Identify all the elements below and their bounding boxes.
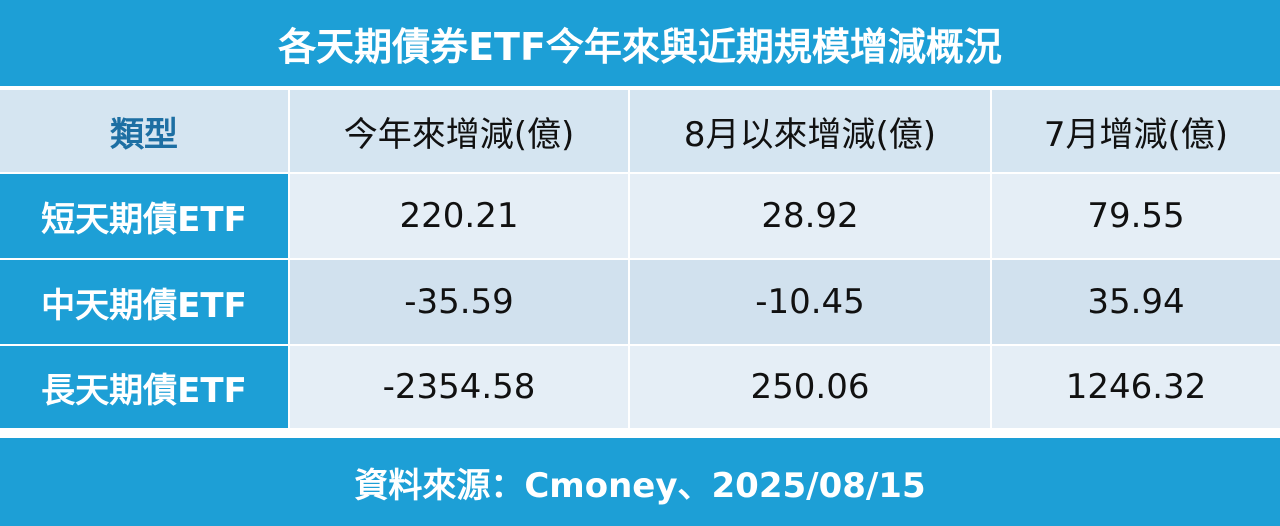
header-cell: 類型 bbox=[0, 90, 288, 172]
data-cell: 1246.32 bbox=[992, 346, 1280, 428]
data-cell: 35.94 bbox=[992, 260, 1280, 344]
table: 類型 今年來增減(億) 8月以來增減(億) 7月增減(億) 短天期債ETF 220.21 2… bbox=[0, 90, 1280, 434]
row-label: 短天期債ETF bbox=[0, 174, 288, 258]
data-cell: 79.55 bbox=[992, 174, 1280, 258]
row-label: 長天期債ETF bbox=[0, 346, 288, 428]
row-label: 中天期債ETF bbox=[0, 260, 288, 344]
data-cell: -2354.58 bbox=[290, 346, 628, 428]
source-note: 資料來源：Cmoney、2025/08/15 bbox=[0, 438, 1280, 526]
header-cell: 今年來增減(億) bbox=[290, 90, 628, 172]
data-cell: 220.21 bbox=[290, 174, 628, 258]
data-cell: 250.06 bbox=[630, 346, 990, 428]
header-cell: 8月以來增減(億) bbox=[630, 90, 990, 172]
data-cell: -10.45 bbox=[630, 260, 990, 344]
header-cell: 7月增減(億) bbox=[992, 90, 1280, 172]
table-title: 各天期債券ETF今年來與近期規模增減概況 bbox=[0, 0, 1280, 86]
data-cell: 28.92 bbox=[630, 174, 990, 258]
data-cell: -35.59 bbox=[290, 260, 628, 344]
